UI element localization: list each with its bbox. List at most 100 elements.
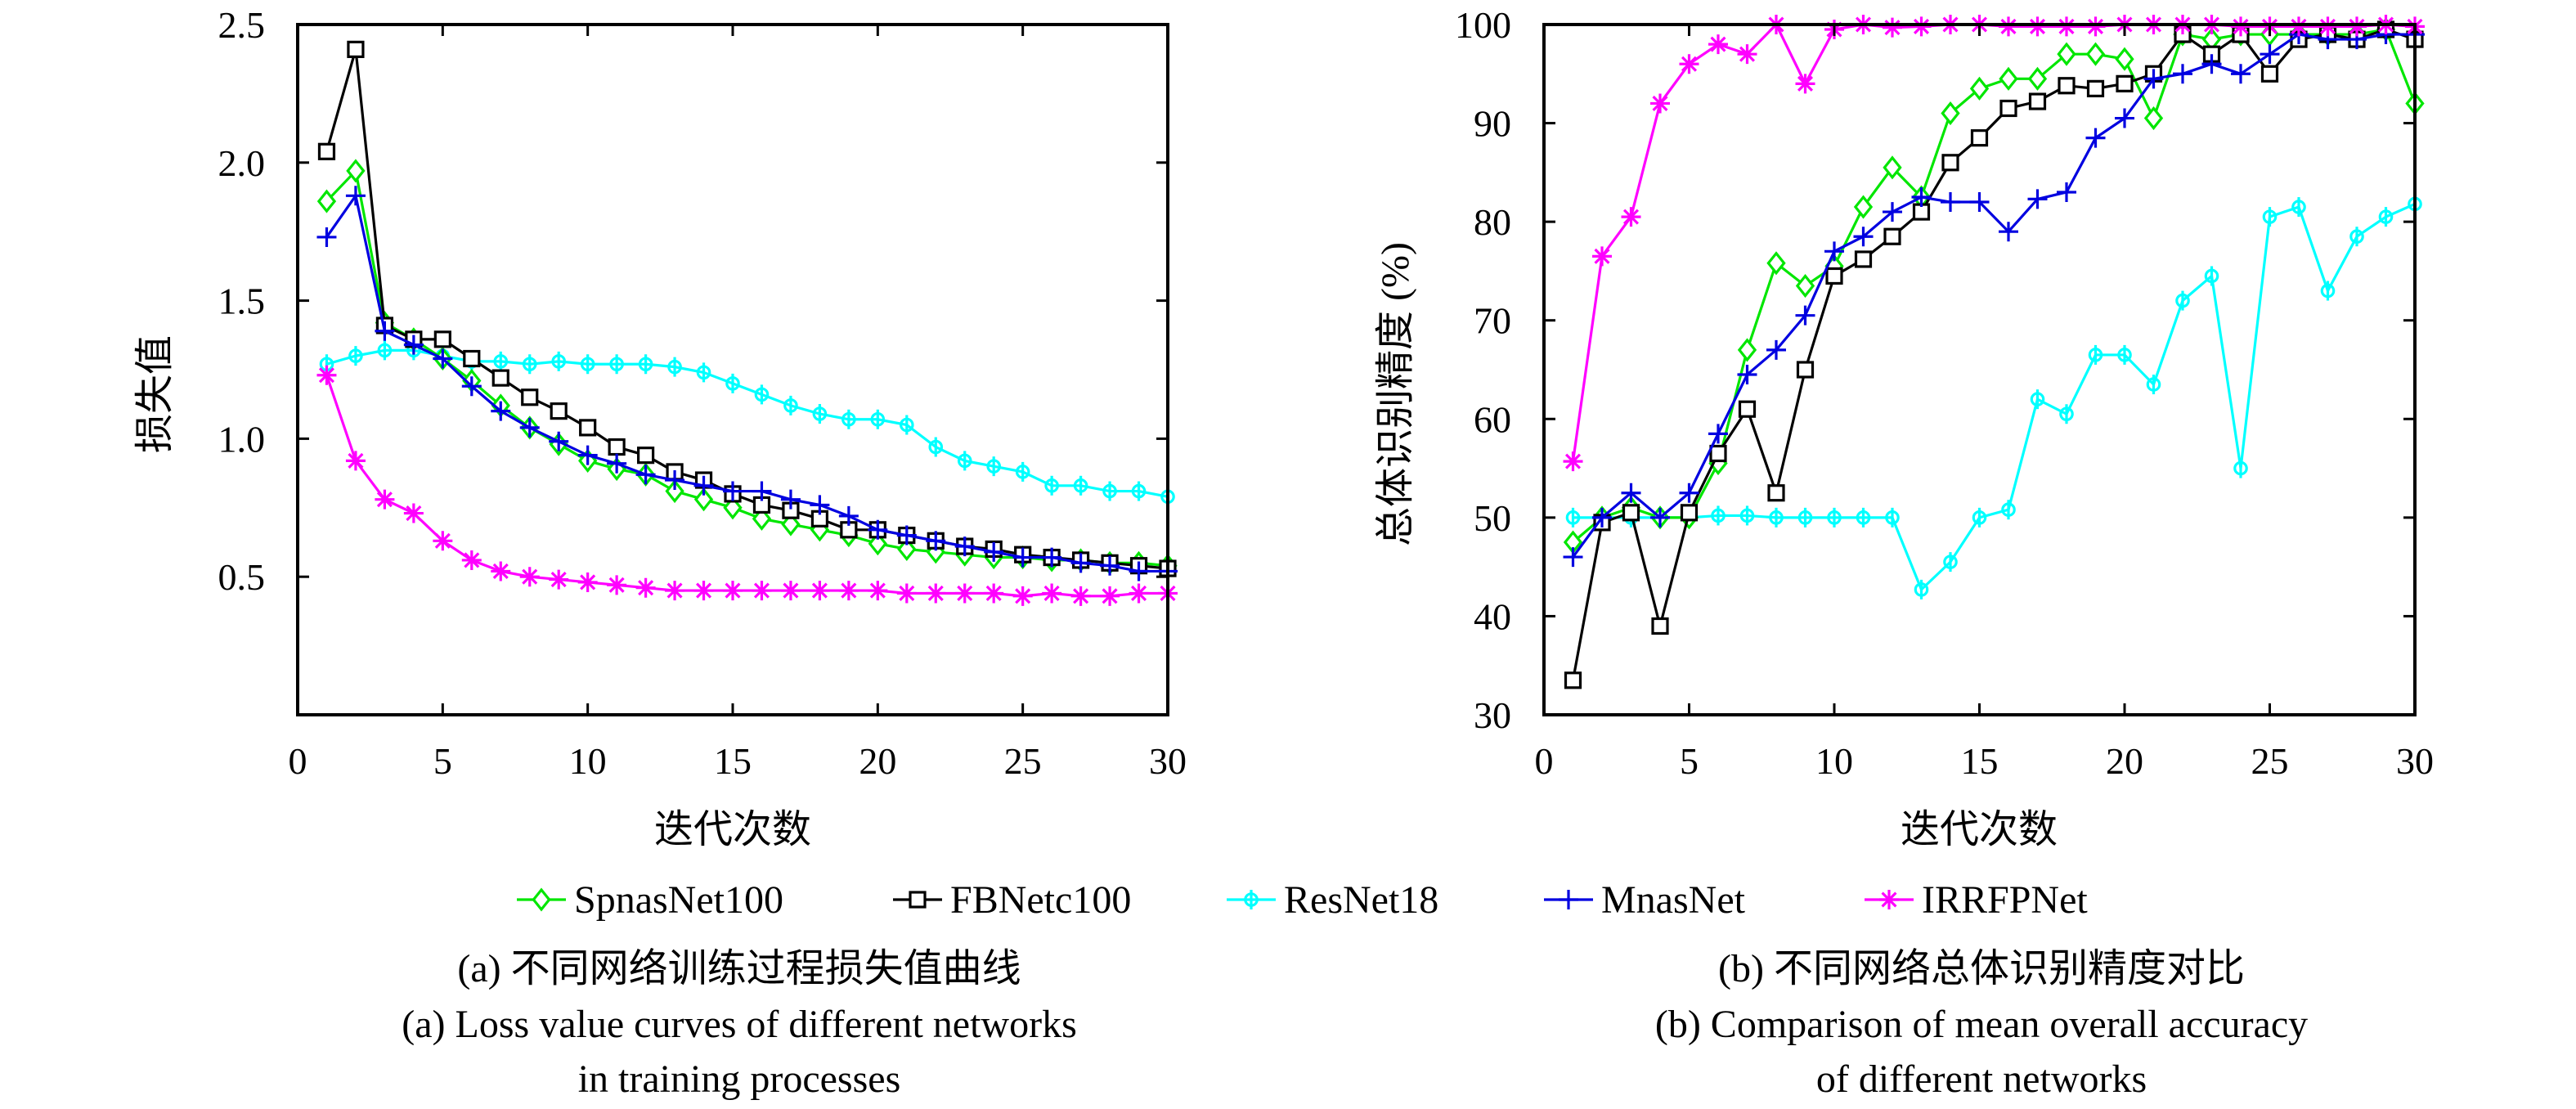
data-point	[693, 475, 714, 496]
series-fbnetc100	[317, 40, 1177, 577]
data-point	[725, 373, 740, 393]
data-point	[635, 577, 656, 598]
data-point	[316, 227, 337, 247]
data-point	[1943, 552, 1958, 572]
data-point	[549, 431, 569, 451]
captions: (a) 不同网络训练过程损失值曲线 (a) Loss value curves …	[402, 947, 2308, 1101]
accuracy-chart-xlabel: 迭代次数	[1901, 808, 2058, 851]
y-tick-label: 80	[1474, 201, 1511, 243]
data-point	[665, 470, 685, 491]
data-point	[493, 351, 509, 371]
data-point	[317, 142, 336, 160]
data-point	[1622, 504, 1640, 522]
data-point	[838, 505, 859, 526]
data-point	[868, 581, 888, 601]
data-point	[1766, 339, 1786, 360]
data-point	[1737, 338, 1757, 362]
data-point	[1042, 547, 1062, 568]
data-point	[2027, 189, 2048, 209]
data-point	[1769, 507, 1784, 528]
data-point	[1650, 507, 1670, 528]
data-point	[346, 159, 366, 183]
series-mnasnet	[316, 186, 1178, 581]
legend-label: FBNetc100	[950, 878, 1131, 922]
data-point	[1969, 76, 1990, 101]
data-point	[1883, 227, 1901, 245]
data-point	[1795, 74, 1815, 94]
data-point	[1767, 484, 1785, 502]
data-point	[1131, 481, 1147, 501]
data-point	[926, 531, 946, 551]
data-point	[2085, 42, 2106, 66]
data-point	[433, 531, 453, 551]
data-point	[693, 487, 714, 512]
data-point	[896, 525, 917, 546]
data-point	[1854, 250, 1873, 268]
data-point	[1856, 507, 1871, 528]
x-tick-label: 30	[2396, 740, 2434, 782]
data-point	[2175, 290, 2190, 311]
x-tick-label: 5	[1680, 740, 1699, 782]
data-point	[577, 445, 598, 465]
data-point	[1797, 507, 1813, 528]
data-point	[1044, 475, 1059, 496]
y-tick-label: 2.5	[218, 4, 266, 46]
data-point	[897, 537, 917, 562]
legend-marker-icon	[909, 891, 927, 909]
data-point	[433, 348, 453, 369]
data-point	[607, 575, 627, 595]
legend: SpnasNet100 FBNetc100 ResNet18 MnasNet IRRFP…	[517, 878, 2088, 922]
data-point	[696, 362, 711, 383]
data-point	[1883, 155, 1902, 180]
legend-item-irrfpnet: IRRFPNet	[1865, 878, 2088, 922]
data-point	[2289, 16, 2309, 37]
data-point	[1737, 365, 1757, 385]
data-point	[2262, 207, 2278, 227]
data-point	[1129, 561, 1149, 581]
legend-item-mnasnet: MnasNet	[1544, 878, 1746, 922]
data-point	[1941, 192, 1960, 213]
data-point	[2001, 500, 2016, 520]
x-tick-label: 0	[289, 740, 307, 782]
data-point	[1911, 16, 1932, 37]
caption-b-chinese: (b) 不同网络总体识别精度对比	[1718, 947, 2245, 990]
data-point	[1853, 195, 1874, 219]
data-point	[1042, 583, 1062, 604]
data-point	[2378, 207, 2394, 227]
x-tick-label: 15	[1961, 740, 1999, 782]
data-point	[2086, 79, 2105, 97]
accuracy-chart-ticks	[1542, 23, 2417, 716]
data-point	[752, 506, 772, 531]
data-point	[1738, 400, 1757, 418]
loss-chart: 0.5 1.0 1.5 2.0 2.5 0 5 10 15 20 25 30 损失值 迭代次数	[133, 4, 1187, 851]
data-point	[752, 581, 772, 601]
x-tick-label: 0	[1535, 740, 1554, 782]
data-point	[608, 438, 626, 456]
data-point	[723, 481, 743, 501]
x-tick-label: 10	[1815, 740, 1853, 782]
series-line-irrfpnet	[325, 375, 1168, 598]
data-point	[2057, 16, 2076, 37]
data-point	[1795, 305, 1815, 326]
data-point	[926, 583, 946, 604]
data-point	[347, 40, 365, 58]
legend-marker-icon	[532, 887, 551, 912]
data-point	[2349, 227, 2364, 247]
data-point	[810, 495, 830, 515]
series-spnasnet100	[316, 159, 1178, 578]
data-point	[693, 581, 714, 601]
series-spnasnet100	[1563, 17, 2425, 554]
data-point	[635, 465, 656, 485]
data-point	[1827, 507, 1842, 528]
data-point	[868, 532, 887, 556]
loss-chart-ticks	[296, 23, 1169, 715]
data-point	[2116, 74, 2134, 92]
caption-a-english-line2: in training processes	[578, 1057, 901, 1101]
data-point	[665, 478, 684, 504]
x-tick-label: 30	[1149, 740, 1187, 782]
data-point	[2057, 182, 2076, 202]
data-point	[1999, 16, 2018, 37]
data-point	[549, 569, 569, 590]
series-resnet18	[1565, 194, 2422, 599]
data-point	[348, 346, 363, 366]
